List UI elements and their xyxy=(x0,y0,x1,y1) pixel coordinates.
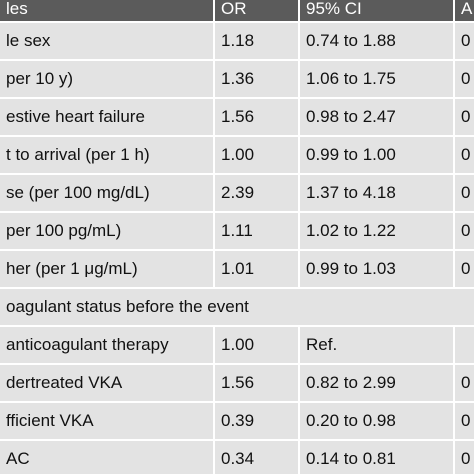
table-cell: 1.06 to 1.75 xyxy=(300,61,453,97)
table-cell: per 100 pg/mL) xyxy=(0,213,213,249)
table-cell: 0.99 to 1.03 xyxy=(300,251,453,287)
table-cell: 2.39 xyxy=(215,175,298,211)
table-cell: 0.14 to 0.81 xyxy=(300,441,453,474)
table-cell: 0 xyxy=(455,99,474,135)
table-cell: 0.98 to 2.47 xyxy=(300,99,453,135)
table-cell: Ref. xyxy=(300,327,453,363)
table-cell: le sex xyxy=(0,23,213,59)
table-cell: 1.56 xyxy=(215,99,298,135)
header-cell: 95% CI xyxy=(300,0,453,21)
table-cell: AC xyxy=(0,441,213,474)
table-cell: 0.82 to 2.99 xyxy=(300,365,453,401)
table-cell: 0 xyxy=(455,137,474,173)
table-cell: 0.39 xyxy=(215,403,298,439)
table-cell: 1.11 xyxy=(215,213,298,249)
table-cell: her (per 1 μg/mL) xyxy=(0,251,213,287)
table-cell: 1.00 xyxy=(215,137,298,173)
table-cell: 1.18 xyxy=(215,23,298,59)
table-cell: 0 xyxy=(455,403,474,439)
header-cell: A xyxy=(455,0,474,21)
table-cell: anticoagulant therapy xyxy=(0,327,213,363)
header-cell: OR xyxy=(215,0,298,21)
table-cell: 1.37 to 4.18 xyxy=(300,175,453,211)
table-cell: 1.00 xyxy=(215,327,298,363)
table-cell: 0 xyxy=(455,213,474,249)
table-cell: 1.56 xyxy=(215,365,298,401)
table-cell: 0.34 xyxy=(215,441,298,474)
table-cell: 0 xyxy=(455,251,474,287)
table-cell xyxy=(455,327,474,363)
table-cell: t to arrival (per 1 h) xyxy=(0,137,213,173)
table-cell: 1.36 xyxy=(215,61,298,97)
section-row: oagulant status before the event xyxy=(0,289,474,325)
table-cell: 0 xyxy=(455,61,474,97)
table-cell: 0.99 to 1.00 xyxy=(300,137,453,173)
table-cell: per 10 y) xyxy=(0,61,213,97)
table-cell: 0 xyxy=(455,23,474,59)
table-cell: dertreated VKA xyxy=(0,365,213,401)
table-cell: 0 xyxy=(455,441,474,474)
table-cell: se (per 100 mg/dL) xyxy=(0,175,213,211)
table-cell: 0 xyxy=(455,175,474,211)
table-cell: 0.74 to 1.88 xyxy=(300,23,453,59)
header-cell: les xyxy=(0,0,213,21)
table-cell: 0.20 to 0.98 xyxy=(300,403,453,439)
table-cell: 1.01 xyxy=(215,251,298,287)
table-cell: fficient VKA xyxy=(0,403,213,439)
table-cell: 0 xyxy=(455,365,474,401)
table-cell: 1.02 to 1.22 xyxy=(300,213,453,249)
table-cell: estive heart failure xyxy=(0,99,213,135)
